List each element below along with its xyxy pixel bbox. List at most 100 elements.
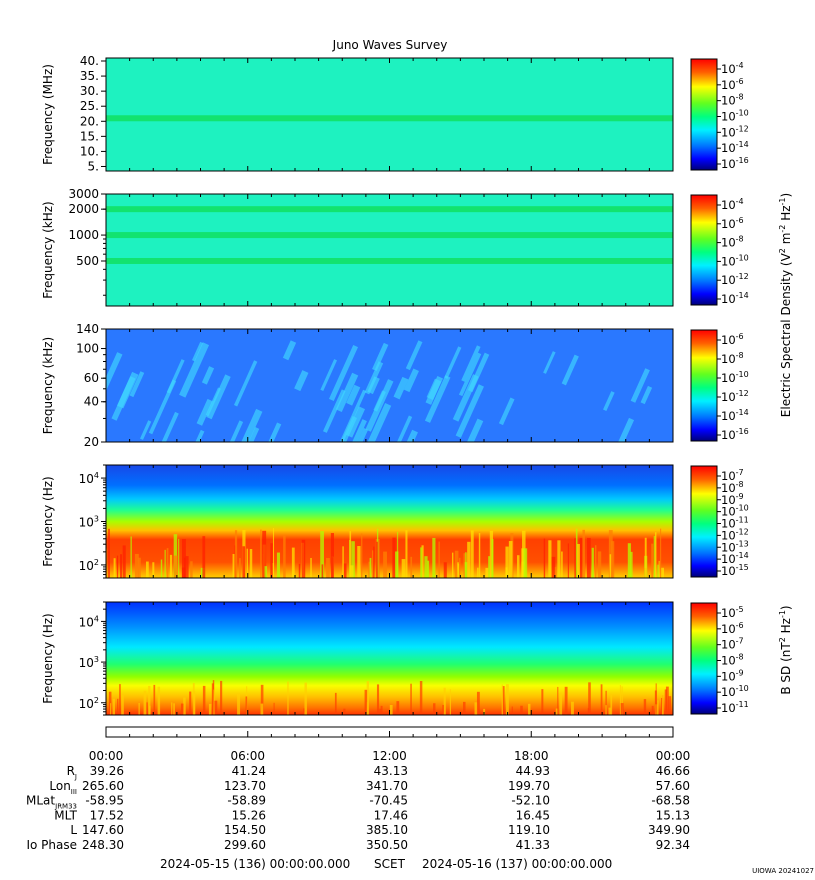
spectrogram-streak: [653, 536, 656, 578]
spectrogram-streak: [121, 694, 124, 715]
spectrogram-streak: [245, 696, 248, 715]
spectrogram-streak: [454, 550, 459, 578]
spectrogram-streak: [665, 686, 669, 715]
spectrogram-streak: [489, 530, 494, 578]
spectrogram-streak: [138, 702, 140, 715]
spectrogram-streak: [380, 705, 383, 715]
spectrogram-panel: 104 103 102 Frequency (Hz) 10-710-810-910-10…: [41, 464, 749, 579]
spectrogram-streak: [528, 703, 531, 715]
footer-end-time: 2024-05-16 (137) 00:00:00.000: [422, 857, 612, 871]
colorbar-tick-label: 10-14: [721, 408, 749, 423]
colorbar-tick-label: 10-5: [721, 605, 744, 620]
spectrogram-streak: [651, 543, 654, 578]
spectrogram-streak: [491, 539, 494, 578]
spectrogram-streak: [442, 704, 444, 715]
colorbar-tick-label: 10-14: [721, 551, 749, 566]
ephemeris-value: 17.52: [90, 808, 124, 822]
spectrogram-streak: [148, 685, 151, 715]
y-tick-label: 15.: [80, 129, 99, 143]
radio-burst: [206, 374, 231, 420]
spectrogram-streak: [166, 548, 169, 578]
spectrogram-streak: [474, 702, 478, 715]
spectrogram-streak: [343, 563, 347, 578]
spectrogram-streak: [331, 557, 333, 578]
ephemeris-value: 385.10: [366, 823, 408, 837]
spectrogram-streak: [194, 691, 196, 715]
spectrogram-streak: [594, 545, 597, 578]
spectrogram-streak: [627, 543, 631, 578]
spectrogram-streak: [476, 691, 480, 715]
spectrogram-streak: [564, 686, 568, 715]
radio-burst: [320, 359, 338, 392]
spectrogram-streak: [651, 705, 654, 715]
spectrogram-streak: [376, 684, 380, 715]
radio-burst: [335, 372, 359, 413]
spectrogram-streak: [597, 551, 602, 578]
colorbar-tick-label: 10-8: [721, 480, 744, 495]
colorbar-tick-label: 10-10: [721, 684, 749, 699]
y-tick-label: 104: [79, 471, 99, 486]
y-tick-label: 20: [84, 435, 99, 449]
radio-burst: [458, 352, 482, 397]
spectrogram-streak: [270, 543, 273, 578]
spectrogram-streak: [432, 537, 436, 578]
colorbar-tick-label: 10-8: [721, 235, 744, 250]
spectrogram-streak: [501, 684, 503, 715]
radio-burst: [346, 384, 361, 406]
spectrogram-streak: [483, 708, 486, 715]
y-tick-label: 20.: [80, 114, 99, 128]
spectrogram-streak: [110, 703, 112, 715]
radio-burst: [367, 376, 380, 395]
spectrogram-streak: [619, 684, 622, 715]
spectrogram-streak: [183, 557, 186, 578]
spectrogram-streak: [577, 543, 580, 578]
colorbar-tick-label: 10-6: [721, 621, 744, 636]
spectrogram-background: [106, 602, 673, 715]
spectrogram-streak: [555, 708, 559, 715]
spectrogram-streak: [657, 700, 659, 715]
radio-burst: [205, 387, 221, 417]
ephemeris-value: 44.93: [516, 764, 550, 778]
x-tick-label: 12:00: [372, 749, 407, 763]
colorbar-tick-label: 10-14: [721, 140, 749, 155]
y-tick-label: 25.: [80, 99, 99, 113]
spectrogram-streak: [202, 536, 206, 578]
colorbar-tick-label: 10-11: [721, 516, 749, 531]
radio-burst: [466, 418, 484, 442]
spectrogram-streak: [120, 554, 123, 578]
radio-burst: [498, 397, 515, 426]
spectrogram-streak: [361, 533, 363, 578]
spectrogram-streak: [551, 556, 556, 578]
y-axis-label: Frequency (Hz): [41, 613, 55, 704]
spectrogram-streak: [608, 707, 611, 715]
colorbar-scale: [690, 194, 718, 306]
spectrogram-streak: [557, 686, 559, 715]
ephemeris-value: 92.34: [656, 838, 690, 852]
spectrogram-streak: [574, 538, 577, 578]
spectrogram-streak: [508, 541, 513, 578]
y-tick-label: 500: [76, 254, 99, 268]
y-tick-label: 3000: [68, 187, 99, 201]
ephemeris-value: -58.89: [227, 794, 266, 808]
spectrogram-streak: [372, 550, 374, 578]
radio-burst: [166, 359, 185, 394]
colorbar: 10-710-810-910-1010-1110-1210-1310-1410-…: [690, 465, 749, 578]
spectrogram-streak: [443, 687, 446, 715]
colorbar-tick-label: 10-16: [721, 427, 749, 442]
spectrogram-streak: [143, 690, 147, 715]
spectrogram-streak: [605, 705, 607, 715]
spectrogram-streak: [117, 698, 119, 715]
spectrogram-streak: [119, 684, 121, 715]
spectrogram-streak: [146, 702, 148, 715]
spectrogram-streak: [145, 561, 149, 578]
spectrogram-streak: [116, 555, 119, 578]
spectrogram-streak: [181, 539, 186, 578]
spectrogram-streak: [485, 567, 489, 578]
spectrogram-streak: [211, 683, 214, 715]
spectrogram-streak: [621, 686, 623, 715]
y-tick-label: 5.: [88, 159, 99, 173]
radio-burst: [426, 378, 442, 401]
spectrogram-streak: [260, 684, 264, 715]
